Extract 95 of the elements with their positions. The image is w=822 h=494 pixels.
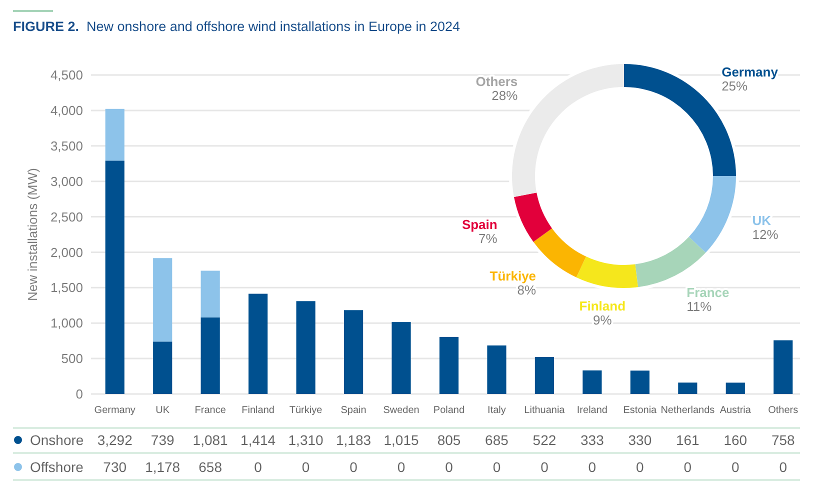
bar: [726, 382, 745, 394]
data-label: 333: [580, 432, 604, 448]
data-label: 739: [150, 432, 174, 448]
donut-slice: [514, 192, 552, 242]
y-tick-label: 4,500: [50, 68, 83, 83]
y-tick-label: 2,500: [50, 209, 83, 224]
bar: [487, 345, 506, 394]
legend-label: Onshore: [30, 432, 84, 448]
x-tick-label: Austria: [720, 405, 752, 416]
y-tick-label: 1,000: [50, 316, 83, 331]
x-tick-label: Spain: [340, 405, 366, 416]
data-label: 25%: [722, 78, 748, 94]
data-label: 758: [771, 432, 796, 448]
bar: [774, 340, 793, 394]
x-tick-label: Sweden: [383, 405, 420, 416]
bar: [153, 342, 172, 394]
bar: [439, 336, 459, 394]
slice-label: France: [686, 284, 730, 300]
data-label: 8%: [517, 282, 536, 298]
data-label: 12%: [752, 226, 779, 242]
bar: [200, 317, 220, 394]
data-label: 0: [540, 458, 549, 475]
x-tick-label: Lithuania: [524, 405, 566, 416]
x-tick-label: Finland: [242, 405, 274, 416]
data-label: 1,081: [192, 432, 228, 448]
data-label: 11%: [686, 298, 712, 314]
data-label: 685: [485, 432, 509, 448]
data-label: 0: [350, 458, 358, 475]
data-label: 730: [103, 458, 127, 475]
y-tick-label: 4,000: [50, 102, 83, 118]
bar: [678, 382, 698, 394]
y-axis-title: New installations (MW): [25, 168, 40, 301]
x-tick-label: Netherlands: [660, 405, 715, 416]
data-label: 160: [724, 432, 748, 448]
y-tick-label: 1,500: [50, 280, 83, 296]
bar: [248, 294, 268, 394]
x-tick-label: Ireland: [576, 405, 608, 416]
data-label: 0: [254, 458, 262, 475]
data-label: 658: [198, 458, 222, 475]
data-label: 1,183: [336, 432, 372, 448]
x-tick-label: UK: [156, 405, 170, 416]
bar: [105, 160, 124, 394]
x-tick-label: Türkiye: [289, 405, 323, 416]
slice-label: UK: [752, 212, 772, 228]
y-tick-label: 3,000: [50, 174, 83, 189]
x-tick-label: Poland: [433, 405, 465, 416]
data-label: 0: [492, 458, 501, 475]
data-label: 161: [676, 432, 700, 448]
chart-title: FIGURE 2. New onshore and offshore wind installations in Europe in 2024: [13, 19, 461, 34]
data-label: 1,015: [384, 432, 419, 448]
data-label: 522: [532, 432, 556, 448]
slice-label: Finland: [579, 298, 626, 314]
data-label: 0: [684, 458, 692, 475]
bar: [200, 270, 220, 318]
bar: [582, 370, 602, 394]
data-label: 7%: [478, 230, 498, 246]
bar: [534, 356, 554, 394]
y-tick-label: 500: [61, 351, 83, 366]
data-label: 0: [397, 458, 406, 475]
bar: [344, 310, 364, 394]
data-label: 9%: [593, 312, 612, 328]
donut-slice: [576, 256, 638, 288]
slice-label: Türkiye: [490, 268, 536, 284]
data-label: 0: [779, 458, 788, 475]
data-label: 0: [636, 458, 644, 475]
bar: [392, 322, 411, 394]
bar: [153, 258, 172, 342]
y-tick-label: 2,000: [50, 244, 83, 260]
data-label: 0: [732, 458, 740, 475]
x-tick-label: Others: [768, 405, 798, 416]
bar: [630, 370, 650, 394]
bar: [296, 301, 316, 394]
data-label: 0: [302, 458, 310, 475]
y-tick-label: 0: [76, 386, 83, 402]
data-label: 330: [628, 432, 652, 448]
donut-slice: [635, 236, 706, 288]
slice-label: Spain: [462, 216, 498, 232]
x-tick-label: France: [194, 405, 226, 416]
data-label: 1,178: [145, 458, 180, 475]
slice-label: Others: [476, 74, 518, 90]
slice-label: Germany: [722, 64, 779, 80]
data-label: 0: [445, 458, 454, 475]
donut-slice: [688, 176, 736, 253]
y-tick-label: 3,500: [50, 138, 83, 154]
data-label: 0: [588, 458, 596, 475]
data-label: 28%: [492, 88, 518, 104]
x-tick-label: Germany: [94, 405, 136, 416]
data-label: 1,414: [240, 432, 276, 448]
x-tick-label: Italy: [488, 405, 506, 416]
bar: [105, 108, 124, 161]
data-label: 3,292: [97, 432, 133, 448]
legend-label: Offshore: [30, 458, 84, 475]
data-label: 805: [437, 432, 461, 448]
data-label: 1,310: [288, 432, 324, 448]
x-tick-label: Estonia: [623, 405, 658, 416]
